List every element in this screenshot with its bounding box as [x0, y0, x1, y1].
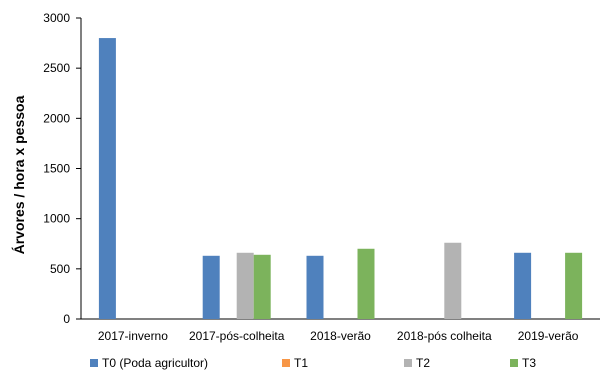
legend: T0 (Poda agricultor) T1 T2 T3 [90, 356, 536, 370]
bar-t0-poda-agricultor-2017-inverno [98, 38, 116, 320]
y-tick-label: 3000 [43, 11, 70, 25]
y-tick-label: 2500 [43, 61, 70, 75]
x-tick-label: 2018-verão [310, 329, 371, 343]
bar-t3-2017-p-s-colheita [253, 254, 271, 319]
legend-label-t1: T1 [294, 356, 308, 370]
x-tick-label: 2017-pós-colheita [189, 329, 285, 343]
legend-swatch-t1 [282, 359, 290, 367]
y-tick-label: 500 [50, 262, 70, 276]
x-axis-labels: 2017-inverno 2017-pós-colheita 2018-verão 2… [98, 329, 579, 343]
legend-swatch-t3 [510, 359, 518, 367]
y-axis-ticks: 0 500 1000 1500 2000 2500 3000 [43, 11, 81, 326]
legend-label-t0-poda-agricultor: T0 (Poda agricultor) [102, 356, 208, 370]
legend-label-t2: T2 [416, 356, 430, 370]
bar-t0-poda-agricultor-2018-ver-o [306, 255, 324, 319]
legend-swatch-t2 [404, 359, 412, 367]
y-axis-title: Árvores / hora x pessoa [11, 95, 27, 254]
bar-t2-2017-p-s-colheita [236, 252, 254, 319]
bar-t3-2019-ver-o [565, 252, 583, 319]
y-tick-label: 1500 [43, 162, 70, 176]
legend-label-t3: T3 [522, 356, 536, 370]
bar-t0-poda-agricultor-2017-p-s-colheita [202, 255, 220, 319]
legend-swatch-t0-poda-agricultor [90, 359, 98, 367]
bar-t2-2018-p-s-colheita [444, 242, 462, 319]
y-axis-title-group: Árvores / hora x pessoa [11, 95, 27, 254]
y-tick-label: 0 [63, 312, 70, 326]
y-tick-label: 1000 [43, 212, 70, 226]
y-tick-label: 2000 [43, 111, 70, 125]
bar-t3-2018-ver-o [357, 248, 375, 319]
bars [98, 38, 583, 320]
x-tick-label: 2018-pós colheita [397, 329, 492, 343]
x-tick-label: 2019-verão [518, 329, 579, 343]
x-tick-label: 2017-inverno [98, 329, 168, 343]
bar-t0-poda-agricultor-2019-ver-o [514, 252, 532, 319]
